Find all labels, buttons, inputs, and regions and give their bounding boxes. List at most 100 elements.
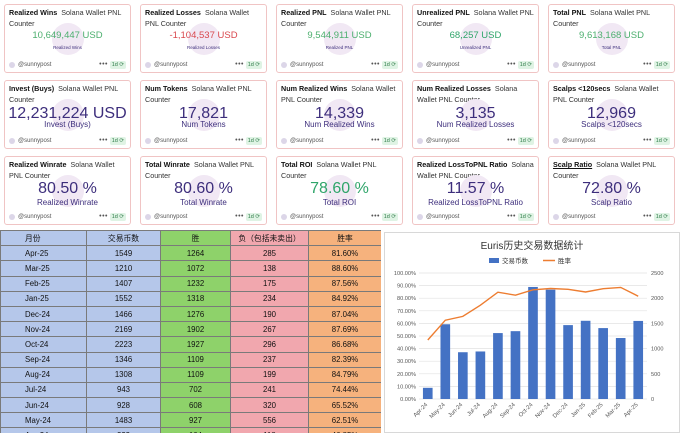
card-author[interactable]: @sunnypost	[417, 138, 459, 144]
card-total-pnl[interactable]: Total PNL Solana Wallet PNL Counter 9,613…	[548, 4, 675, 73]
card-author[interactable]: @sunnypost	[553, 138, 595, 144]
card-glow	[187, 175, 220, 207]
more-options-icon[interactable]: •••	[643, 213, 652, 220]
more-options-icon[interactable]: •••	[507, 213, 516, 220]
y-left-tick: 70.00%	[397, 309, 416, 315]
period-badge[interactable]: 1d ⟳	[381, 61, 398, 69]
x-tick: Aug-24	[482, 402, 500, 420]
period-badge[interactable]: 1d ⟳	[381, 213, 398, 221]
table-cell: 84.79%	[308, 366, 381, 383]
more-options-icon[interactable]: •••	[235, 61, 244, 68]
avatar	[281, 62, 287, 68]
more-options-icon[interactable]: •••	[235, 137, 244, 144]
card-author[interactable]: @sunnypost	[553, 214, 595, 220]
card-author[interactable]: @sunnypost	[281, 62, 323, 68]
card-sublabel: Total ROI	[322, 198, 357, 207]
card-title: Num Realized Wins	[281, 84, 348, 93]
card-num-tokens[interactable]: Num Tokens Solana Wallet PNL Counter 17,8…	[140, 80, 267, 149]
card-glow	[323, 175, 356, 207]
card-author[interactable]: @sunnypost	[145, 214, 187, 220]
card-header: Realized Winrate Solana Wallet PNL Count…	[9, 160, 127, 181]
more-options-icon[interactable]: •••	[99, 61, 108, 68]
table-header-row: 月份 交易币数 胜 负（包括未卖出） 胜率	[0, 230, 381, 247]
period-badge[interactable]: 1d ⟳	[653, 137, 670, 145]
card-value: 14,339	[315, 105, 364, 122]
more-options-icon[interactable]: •••	[371, 213, 380, 220]
table-cell: 1318	[160, 290, 231, 307]
card-author[interactable]: @sunnypost	[9, 62, 51, 68]
more-options-icon[interactable]: •••	[643, 137, 652, 144]
card-value: 3,135	[455, 105, 496, 122]
table-row: Aug-24 1308 1109 199 84.79%	[0, 366, 381, 383]
period-label: 1d	[655, 62, 662, 68]
period-badge[interactable]: 1d ⟳	[109, 61, 126, 69]
card-author[interactable]: @sunnypost	[281, 138, 323, 144]
period-badge[interactable]: 1d ⟳	[517, 61, 534, 69]
more-options-icon[interactable]: •••	[235, 213, 244, 220]
period-label: 1d	[111, 138, 118, 144]
card-source: Solana Wallet PNL Counter	[9, 160, 115, 180]
more-options-icon[interactable]: •••	[99, 137, 108, 144]
period-label: 1d	[519, 62, 526, 68]
card-source: Solana Wallet PNL Counter	[553, 84, 659, 104]
period-badge[interactable]: 1d ⟳	[245, 137, 262, 145]
period-badge[interactable]: 1d ⟳	[653, 61, 670, 69]
period-badge[interactable]: 1d ⟳	[381, 137, 398, 145]
more-options-icon[interactable]: •••	[507, 137, 516, 144]
card-realized-losstopnl-ratio[interactable]: Realized LossToPNL Ratio Solana Wallet P…	[412, 156, 539, 225]
card-author[interactable]: @sunnypost	[553, 62, 595, 68]
table-cell: 927	[160, 412, 231, 429]
y-right-tick: 1000	[651, 347, 663, 353]
card-author[interactable]: @sunnypost	[145, 138, 187, 144]
card-source: Solana Wallet PNL Counter	[145, 8, 250, 28]
card-invest-buys[interactable]: Invest (Buys) Solana Wallet PNL Counter 1…	[4, 80, 131, 149]
card-scalps-120secs[interactable]: Scalps <120secs Solana Wallet PNL Counte…	[548, 80, 675, 149]
period-badge[interactable]: 1d ⟳	[245, 61, 262, 69]
more-options-icon[interactable]: •••	[371, 61, 380, 68]
period-badge[interactable]: 1d ⟳	[245, 213, 262, 221]
card-num-realized-losses[interactable]: Num Realized Losses Solana Wallet PNL Co…	[412, 80, 539, 149]
header-winrate: 胜率	[308, 230, 381, 247]
card-sublabel: Realized Losses	[186, 45, 221, 50]
table-cell: Apr-25	[0, 245, 87, 262]
author-handle: @sunnypost	[562, 214, 596, 220]
card-realized-losses[interactable]: Realized Losses Solana Wallet PNL Counte…	[140, 4, 267, 73]
period-badge[interactable]: 1d ⟳	[109, 137, 126, 145]
more-options-icon[interactable]: •••	[507, 61, 516, 68]
period-badge[interactable]: 1d ⟳	[517, 137, 534, 145]
card-header: Total ROI Solana Wallet PNL Counter	[281, 160, 399, 181]
card-sublabel: Scalps <120secs	[581, 120, 642, 129]
card-title: Realized LossToPNL Ratio	[417, 160, 508, 169]
period-badge[interactable]: 1d ⟳	[109, 213, 126, 221]
period-label: 1d	[383, 138, 390, 144]
card-author[interactable]: @sunnypost	[9, 138, 51, 144]
y-left-tick: 60.00%	[397, 321, 416, 327]
period-label: 1d	[655, 138, 662, 144]
period-badge[interactable]: 1d ⟳	[653, 213, 670, 221]
period-badge[interactable]: 1d ⟳	[517, 213, 534, 221]
card-unrealized-pnl[interactable]: Unrealized PNL Solana Wallet PNL Counter…	[412, 4, 539, 73]
card-realized-winrate[interactable]: Realized Winrate Solana Wallet PNL Count…	[4, 156, 131, 225]
card-sublabel: Total PNL	[601, 45, 622, 50]
more-options-icon[interactable]: •••	[371, 137, 380, 144]
card-total-roi[interactable]: Total ROI Solana Wallet PNL Counter 78.60…	[276, 156, 403, 225]
card-total-winrate[interactable]: Total Winrate Solana Wallet PNL Counter 8…	[140, 156, 267, 225]
more-options-icon[interactable]: •••	[99, 213, 108, 220]
card-scalp-ratio[interactable]: Scalp Ratio Solana Wallet PNL Counter 72.…	[548, 156, 675, 225]
table-cell: 62.51%	[308, 412, 381, 429]
card-realized-wins[interactable]: Realized Wins Solana Wallet PNL Counter 1…	[4, 4, 131, 73]
y-left-tick: 0.00%	[400, 397, 416, 403]
table-cell: Jul-24	[0, 381, 87, 399]
monthly-stats-table-wrap: 月份 交易币数 胜 负（包括未卖出） 胜率 Apr-25 1549 1264 285 8…	[0, 230, 381, 433]
card-author[interactable]: @sunnypost	[145, 62, 187, 68]
card-author[interactable]: @sunnypost	[281, 214, 323, 220]
more-options-icon[interactable]: •••	[643, 61, 652, 68]
card-glow	[187, 99, 220, 131]
card-author[interactable]: @sunnypost	[417, 62, 459, 68]
card-sublabel: Total Winrate	[180, 198, 227, 207]
card-author[interactable]: @sunnypost	[9, 214, 51, 220]
card-num-realized-wins[interactable]: Num Realized Wins Solana Wallet PNL Coun…	[276, 80, 403, 149]
card-realized-pnl[interactable]: Realized PNL Solana Wallet PNL Counter 9,…	[276, 4, 403, 73]
table-cell: 943	[86, 381, 161, 399]
card-author[interactable]: @sunnypost	[417, 214, 459, 220]
